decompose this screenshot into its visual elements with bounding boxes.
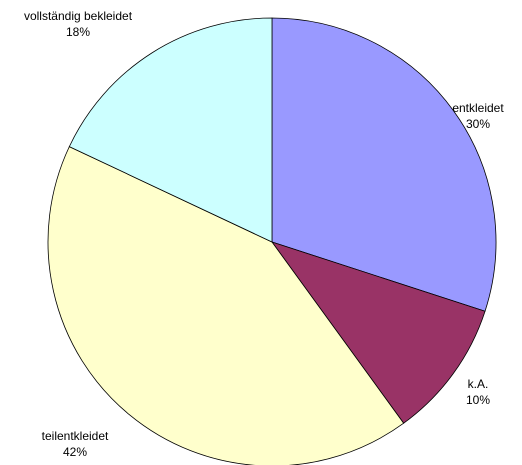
- slice-value-label-4: 18%: [66, 25, 90, 39]
- slice-value-label-2: 10%: [466, 393, 490, 407]
- pie-slice-2: [270, 241, 486, 424]
- slice-label-3: teilentkleidet: [42, 429, 109, 443]
- slice-label-2: k.A.: [468, 377, 489, 391]
- slice-labels: entkleidet 30% k.A. 10% teilentkleidet 42% vol…: [24, 9, 504, 459]
- slice-label-1: entkleidet: [452, 101, 504, 115]
- pie-slice-4: [68, 17, 273, 243]
- pie-slice-1: [271, 17, 497, 312]
- slice-value-label-1: 30%: [466, 117, 490, 131]
- slice-label-4: vollständig bekleidet: [24, 9, 133, 23]
- pie-slices: [47, 17, 497, 465]
- slice-value-label-3: 42%: [63, 445, 87, 459]
- pie-slice-3: [47, 146, 405, 465]
